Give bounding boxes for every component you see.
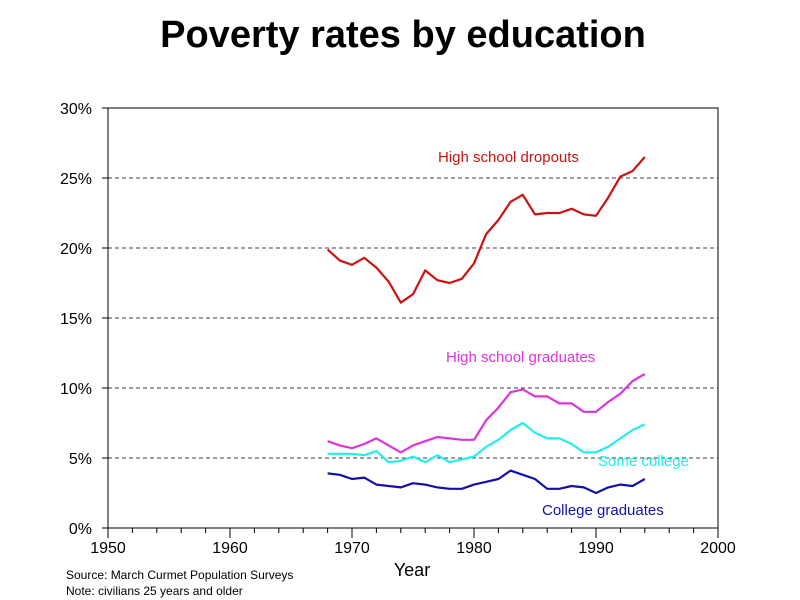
annotation-some-college: Some college: [598, 453, 689, 470]
annotation-high-school-dropouts: High school dropouts: [438, 149, 579, 166]
series-line-college-graduates: [327, 469, 646, 495]
y-tick-label-0: 0%: [69, 521, 92, 538]
population-note: Note: civilians 25 years and older: [66, 584, 243, 598]
grid-layer: [108, 177, 718, 459]
tick-layer: 0% 5% 10% 15% 20% 25% 30% 1950 1960 1970 1980 1990 2…: [60, 101, 736, 557]
x-tick-label-2000: 2000: [700, 540, 736, 557]
x-axis-label: Year: [394, 560, 430, 580]
y-tick-label-20: 20%: [60, 241, 92, 258]
series-line-some-college: [327, 421, 646, 464]
source-note: Source: March Curmet Population Surveys: [66, 568, 294, 582]
series-line-high-school-dropouts: [326, 156, 646, 304]
y-tick-label-30: 30%: [60, 101, 92, 118]
y-tick-label-10: 10%: [60, 381, 92, 398]
x-tick-label-1980: 1980: [456, 540, 492, 557]
y-tick-label-5: 5%: [69, 451, 92, 468]
series-line-high-school-graduates: [327, 373, 646, 454]
y-tick-label-25: 25%: [60, 171, 92, 188]
x-tick-label-1960: 1960: [212, 540, 248, 557]
y-tick-label-15: 15%: [60, 311, 92, 328]
x-tick-label-1990: 1990: [578, 540, 614, 557]
x-tick-label-1970: 1970: [334, 540, 370, 557]
chart-title: Poverty rates by education: [160, 14, 646, 56]
annotation-high-school-graduates: High school graduates: [446, 349, 595, 366]
x-tick-label-1950: 1950: [90, 540, 126, 557]
series-layer: [326, 156, 646, 495]
annotation-college-graduates: College graduates: [542, 502, 664, 519]
